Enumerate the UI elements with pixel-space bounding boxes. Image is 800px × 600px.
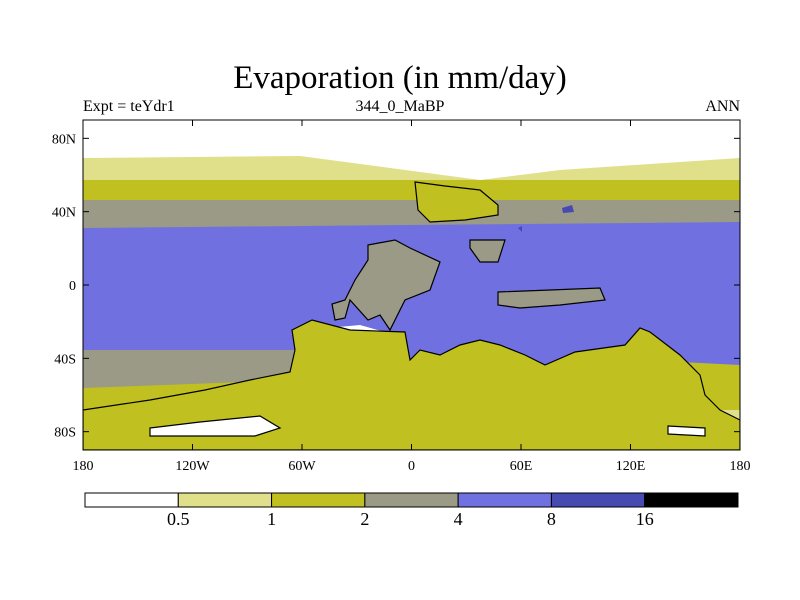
colorbar-label: 0.5 (167, 509, 190, 529)
x-tick-label: 0 (408, 459, 415, 474)
colorbar-swatch (84, 492, 179, 508)
x-tick-label: 180 (73, 459, 94, 474)
x-tick-label: 60E (510, 459, 533, 474)
experiment-label: Expt = teYdr1 (83, 98, 175, 115)
band-olive-north (83, 180, 740, 202)
season-label: ANN (705, 98, 740, 115)
band-polar-north (83, 120, 740, 160)
colorbar-swatch (177, 492, 273, 508)
colorbar-swatch (457, 492, 552, 508)
colorbar-label: 4 (454, 509, 463, 529)
period-label: 344_0_MaBP (355, 98, 445, 115)
axis-ticks: 180 120W 60W 0 60E 120E 180 80N 40N 0 40S 80S (52, 120, 751, 474)
colorbar-label: 8 (547, 509, 556, 529)
colorbar-swatch (550, 492, 646, 508)
y-tick-label: 40S (54, 352, 76, 367)
antarctic-ice-1 (149, 415, 282, 437)
map-field (83, 120, 740, 450)
x-tick-label: 180 (730, 459, 751, 474)
colorbar-swatch (644, 492, 739, 508)
continent-north (414, 181, 499, 223)
map-title: Evaporation (in mm/day) (233, 60, 567, 96)
y-tick-label: 40N (52, 206, 76, 221)
continent-central (331, 239, 441, 332)
y-tick-label: 0 (69, 279, 76, 294)
colorbar-label: 1 (267, 509, 276, 529)
x-tick-label: 120W (175, 459, 210, 474)
band-light-north (83, 156, 740, 184)
patch-darkblue-1 (562, 205, 574, 213)
x-tick-label: 120E (616, 459, 646, 474)
continent-south (497, 287, 606, 309)
colorbar-swatch (364, 492, 459, 508)
colorbar-label: 16 (636, 509, 654, 529)
y-tick-label: 80S (54, 426, 76, 441)
antarctic-ice-2 (667, 425, 706, 437)
colorbar-label: 2 (360, 509, 369, 529)
continent-east (469, 239, 506, 263)
colorbar-swatch (271, 492, 366, 508)
colorbar: 0.5 1 2 4 8 16 (84, 492, 739, 529)
patch-darkblue-2 (518, 226, 522, 232)
x-tick-label: 60W (288, 459, 316, 474)
y-tick-label: 80N (52, 132, 76, 147)
